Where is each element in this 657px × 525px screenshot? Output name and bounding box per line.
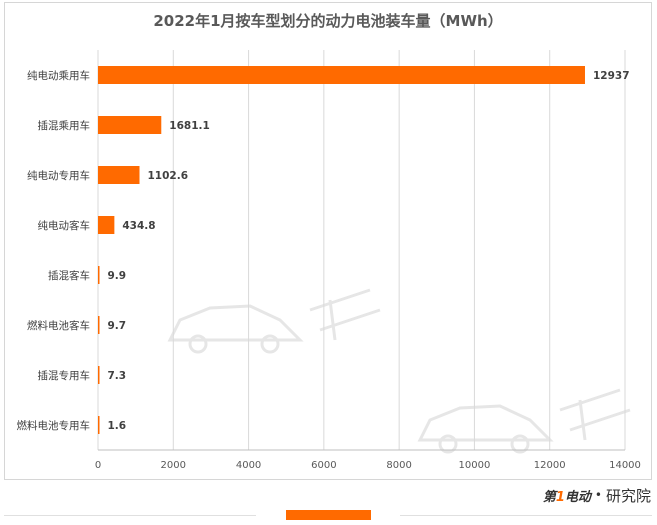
category-label: 纯电动专用车 bbox=[27, 169, 90, 182]
watermark-logo bbox=[167, 288, 631, 454]
data-label: 9.7 bbox=[108, 320, 127, 332]
footer-divider-right bbox=[400, 515, 652, 516]
data-label: 12937 bbox=[593, 70, 630, 82]
data-label: 434.8 bbox=[122, 220, 155, 232]
brand-dot: • bbox=[594, 488, 602, 502]
watermark-car bbox=[417, 388, 631, 454]
category-label: 插混专用车 bbox=[38, 369, 91, 382]
data-label: 9.9 bbox=[108, 270, 127, 282]
watermark-car bbox=[167, 288, 381, 354]
footer-accent-bar bbox=[286, 510, 371, 520]
data-label: 1681.1 bbox=[169, 120, 210, 132]
data-label: 7.3 bbox=[108, 370, 127, 382]
bars bbox=[98, 66, 585, 434]
x-tick-label: 0 bbox=[95, 460, 101, 471]
brand-logo: 第1电动 • 研究院 bbox=[543, 483, 651, 507]
x-tick-label: 6000 bbox=[311, 460, 336, 471]
bar bbox=[98, 116, 162, 134]
category-label: 纯电动客车 bbox=[38, 219, 91, 232]
x-tick-label: 10000 bbox=[459, 460, 491, 471]
chart-title: 2022年1月按车型划分的动力电池装车量（MWh） bbox=[153, 12, 502, 30]
category-label: 插混乘用车 bbox=[38, 119, 91, 132]
category-label: 插混客车 bbox=[48, 269, 90, 282]
data-label: 1102.6 bbox=[148, 170, 189, 182]
bar bbox=[98, 66, 585, 84]
bar bbox=[98, 366, 100, 384]
brand-mark-suffix: 电动 bbox=[564, 489, 591, 505]
brand-text: 研究院 bbox=[605, 486, 651, 505]
labels: 0 2000 4000 6000 8000 10000 12000 14000 纯电动乘用车 12… bbox=[17, 69, 641, 471]
x-tick-label: 4000 bbox=[236, 460, 261, 471]
bar bbox=[98, 216, 115, 234]
bar bbox=[98, 416, 100, 434]
bar bbox=[98, 316, 100, 334]
x-tick-label: 8000 bbox=[386, 460, 411, 471]
bar bbox=[98, 266, 100, 284]
category-label: 纯电动乘用车 bbox=[27, 69, 90, 82]
data-label: 1.6 bbox=[108, 420, 127, 432]
category-label: 燃料电池客车 bbox=[27, 319, 90, 332]
x-tick-label: 14000 bbox=[609, 460, 641, 471]
brand-mark: 第1电动 bbox=[543, 486, 591, 505]
x-tick-label: 12000 bbox=[534, 460, 566, 471]
brand-mark-prefix: 第 bbox=[542, 489, 556, 505]
footer-divider-left bbox=[4, 515, 256, 516]
gridlines bbox=[97, 50, 626, 451]
brand-mark-one: 1 bbox=[555, 489, 565, 505]
x-tick-label: 2000 bbox=[161, 460, 186, 471]
category-label: 燃料电池专用车 bbox=[17, 419, 91, 432]
bar bbox=[98, 166, 140, 184]
